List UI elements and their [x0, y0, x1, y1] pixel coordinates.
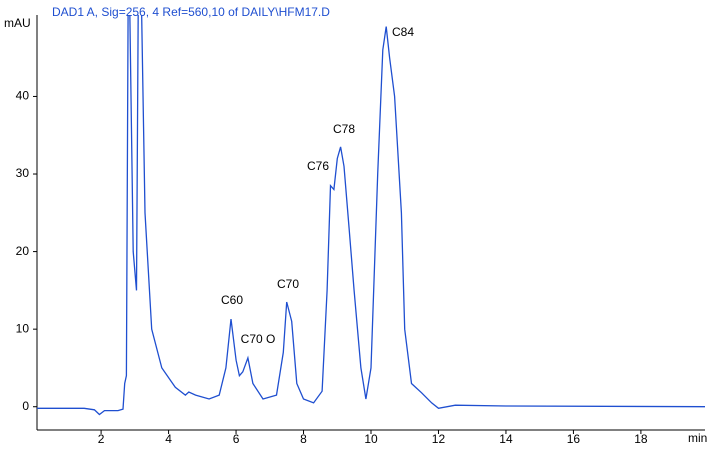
x-tick-label: 8	[300, 432, 307, 446]
y-tick-label: 10	[16, 321, 30, 335]
x-axis-label: min	[688, 431, 707, 445]
peak-label: C76	[307, 159, 329, 173]
y-axis-label: mAU	[4, 16, 31, 30]
y-tick-label: 30	[16, 166, 30, 180]
x-tick-label: 12	[432, 432, 446, 446]
peak-label: C60	[221, 293, 243, 307]
peak-label: C84	[392, 25, 414, 39]
y-tick-label: 20	[16, 244, 30, 258]
x-tick-label: 18	[634, 432, 648, 446]
peak-label: C70 O	[241, 332, 276, 346]
x-tick-label: 10	[364, 432, 378, 446]
peak-label: C70	[277, 277, 299, 291]
chromatogram-line	[37, 15, 705, 416]
y-tick-label: 0	[22, 399, 29, 413]
y-tick-label: 40	[16, 89, 30, 103]
x-tick-label: 16	[567, 432, 581, 446]
chart-title: DAD1 A, Sig=256, 4 Ref=560,10 of DAILY\H…	[52, 5, 330, 19]
x-tick-label: 14	[499, 432, 513, 446]
x-tick-label: 6	[233, 432, 240, 446]
x-tick-label: 4	[165, 432, 172, 446]
peak-label: C78	[333, 122, 355, 136]
x-tick-label: 2	[98, 432, 105, 446]
